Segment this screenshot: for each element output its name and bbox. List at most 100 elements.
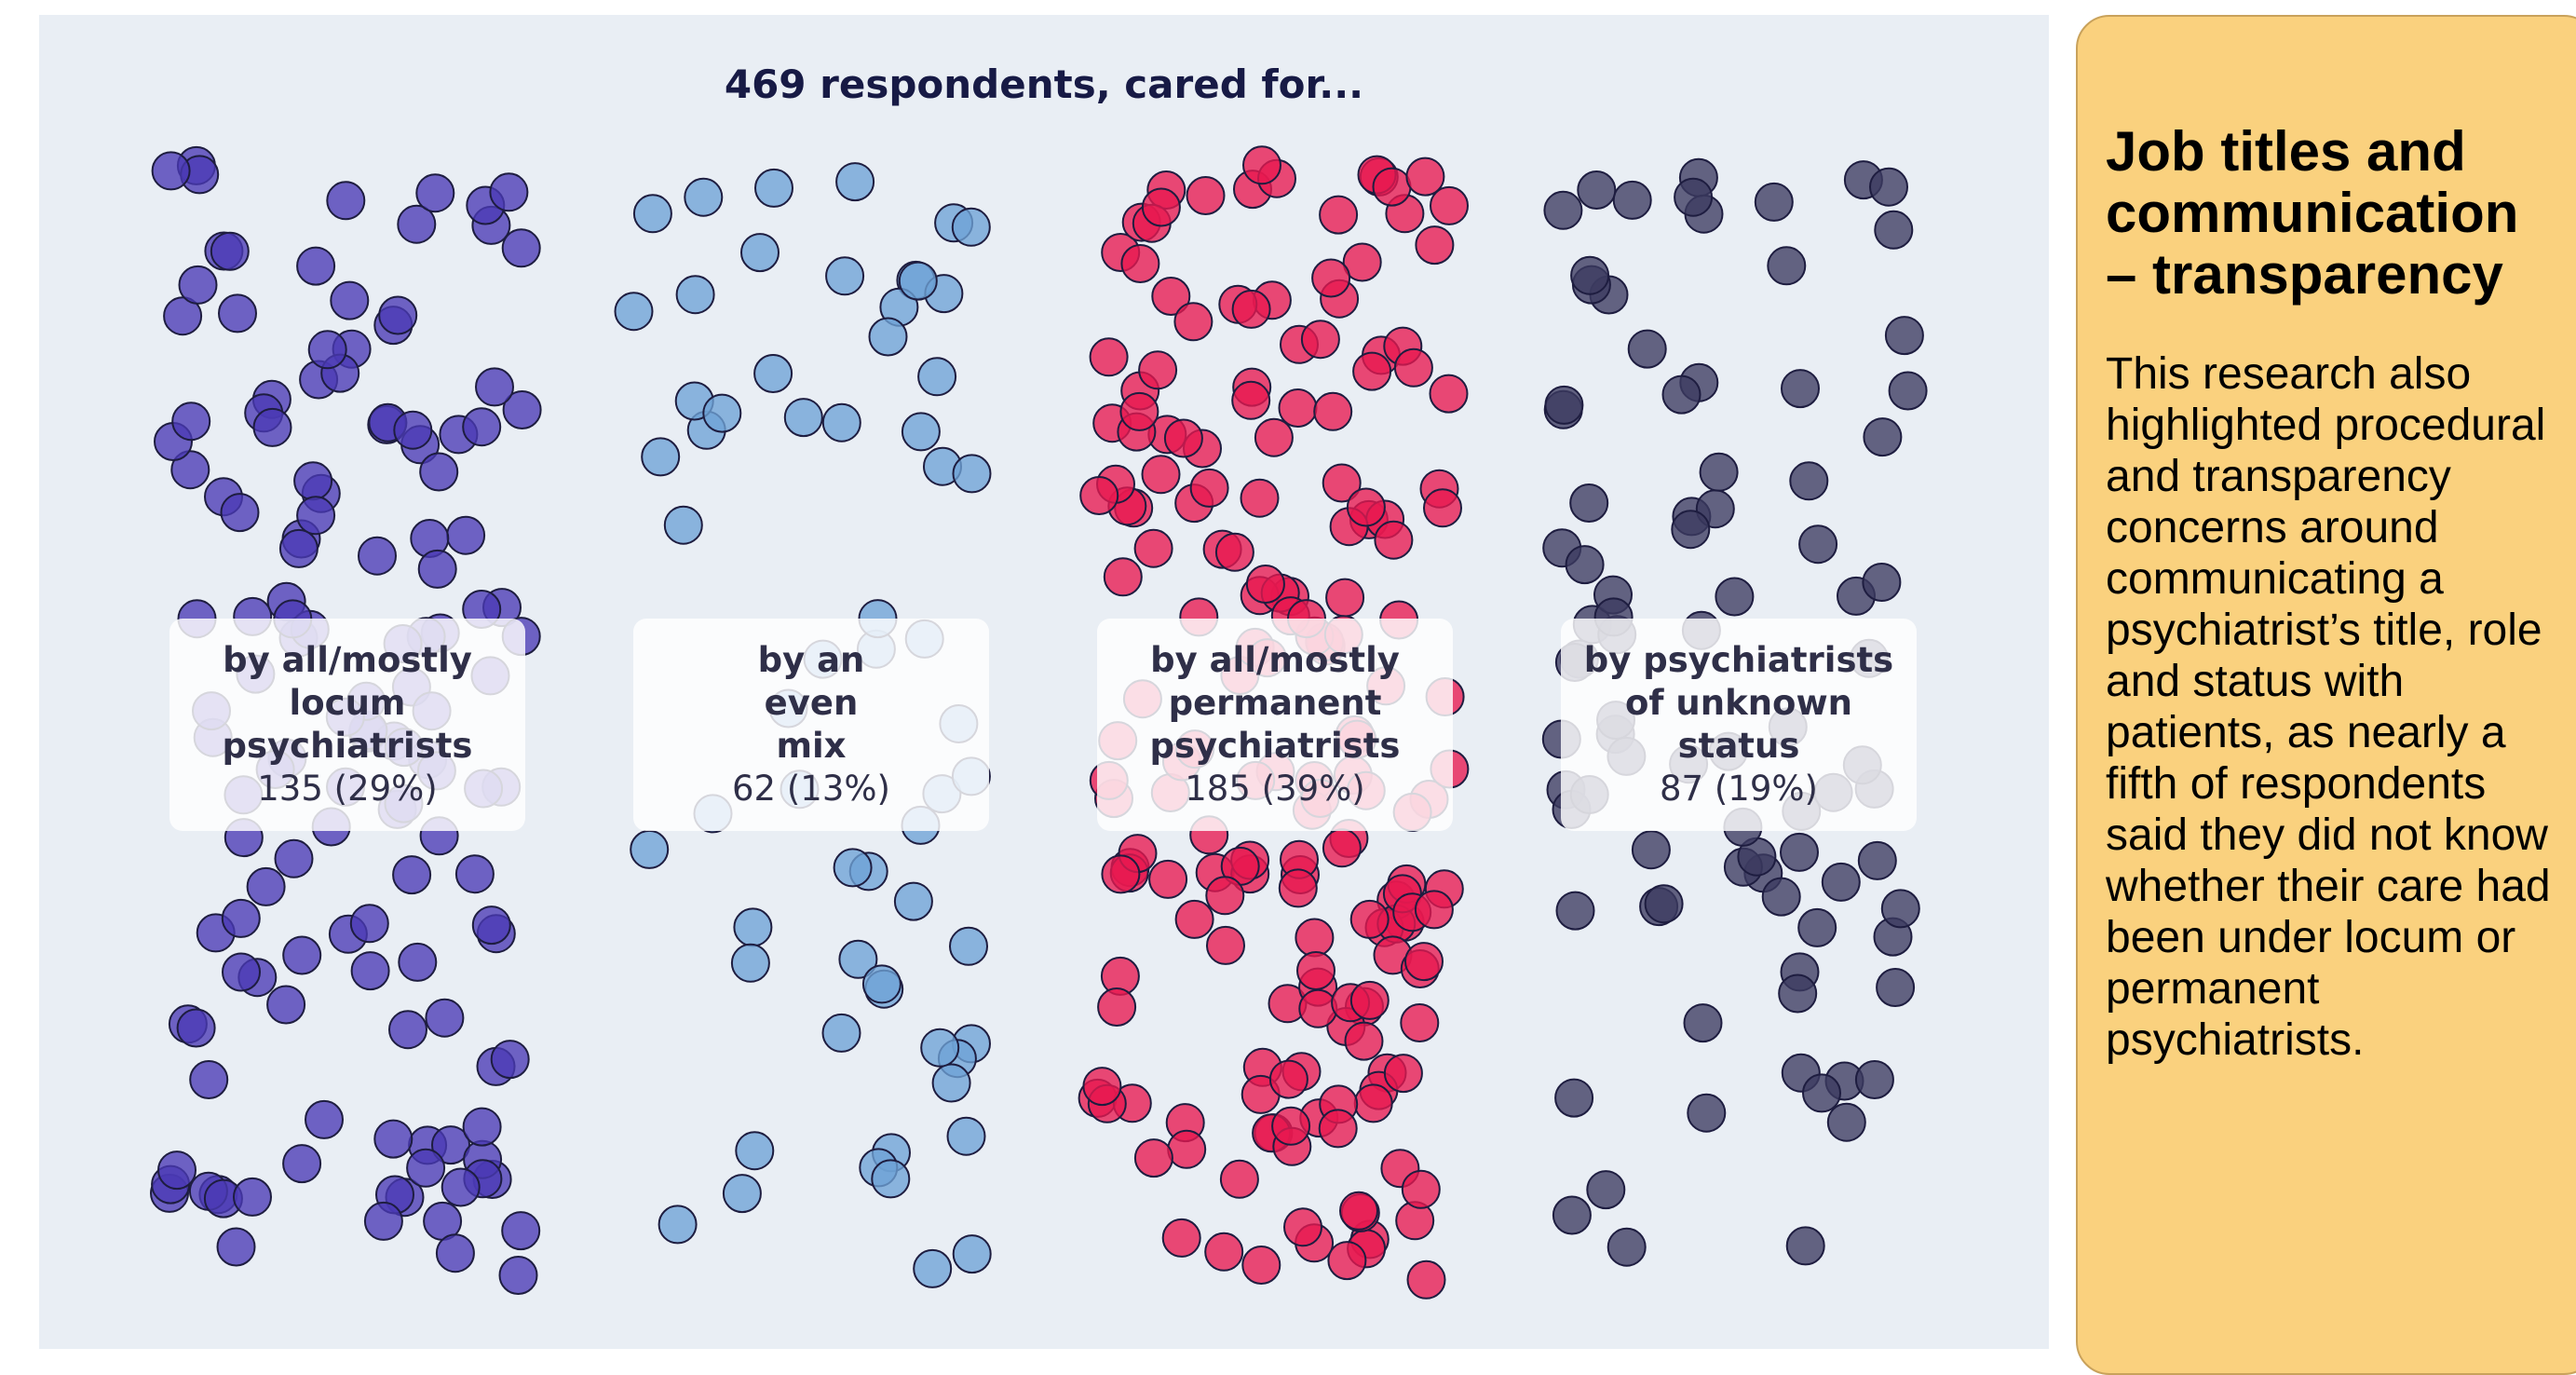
respondent-dot <box>220 493 260 533</box>
respondent-dot <box>1141 455 1181 495</box>
respondent-dot <box>861 964 902 1004</box>
respondent-dot <box>821 1013 861 1053</box>
respondent-dot <box>1372 167 1412 207</box>
respondent-dot <box>218 293 257 334</box>
respondent-dot <box>1429 374 1469 414</box>
respondent-dot <box>282 935 322 975</box>
respondent-dot <box>1683 1003 1723 1043</box>
respondent-dot <box>189 1060 229 1099</box>
info-panel-body: This research also highlighted procedura… <box>2106 349 2551 1065</box>
respondent-dot <box>1322 463 1362 503</box>
respondent-dot <box>1133 528 1173 568</box>
respondent-dot <box>1283 1207 1322 1247</box>
respondent-dot <box>1876 968 1916 1007</box>
respondent-dot <box>358 536 397 576</box>
respondent-dot <box>233 1177 272 1217</box>
respondent-dot <box>176 1008 216 1048</box>
respondent-dot <box>1352 351 1392 391</box>
respondent-dot <box>419 452 459 492</box>
respondent-dot <box>898 261 938 301</box>
respondent-dot <box>151 151 191 191</box>
respondent-dot <box>1097 987 1137 1027</box>
respondent-dot <box>393 410 433 450</box>
respondent-dot <box>1245 565 1285 604</box>
respondent-dot <box>349 904 389 944</box>
respondent-dot <box>163 296 203 336</box>
respondent-dot <box>1322 828 1362 868</box>
respondent-dot <box>1821 862 1861 902</box>
respondent-dot <box>1627 329 1667 369</box>
respondent-dot <box>1778 973 1818 1014</box>
respondent-dot <box>1295 918 1335 958</box>
respondent-dot <box>1120 244 1160 283</box>
respondent-dot <box>274 838 314 878</box>
respondent-dot <box>1383 1054 1423 1094</box>
respondent-dot <box>920 1028 960 1068</box>
respondent-dot <box>446 515 486 555</box>
respondent-dot <box>825 256 865 296</box>
info-panel-title: Job titles and communication – transpare… <box>2106 120 2519 306</box>
respondent-dot <box>931 1063 971 1103</box>
respondent-dot <box>1543 190 1583 230</box>
chart-title: 469 respondents, cared for... <box>724 61 1364 107</box>
respondent-dot <box>417 549 457 589</box>
respondent-dot <box>502 390 542 429</box>
respondent-dot <box>1173 302 1213 342</box>
respondent-dot <box>490 1040 530 1080</box>
info-panel: Job titles and communication – transpare… <box>2076 15 2576 1375</box>
respondent-dot <box>1565 545 1605 585</box>
respondent-dot <box>835 162 875 202</box>
respondent-dot <box>1687 1093 1727 1133</box>
respondent-dot <box>1141 187 1181 227</box>
respondent-dot <box>1570 255 1610 295</box>
respondent-dot <box>305 1099 344 1139</box>
respondent-dot <box>1174 899 1214 939</box>
respondent-dot <box>1186 176 1226 215</box>
respondent-dot <box>1414 890 1454 930</box>
respondent-dot <box>838 939 878 979</box>
respondent-dot <box>1339 1191 1378 1231</box>
respondent-dot <box>1278 388 1318 428</box>
respondent-dot <box>425 998 465 1038</box>
respondent-dot <box>754 168 793 208</box>
respondent-dot <box>1327 1241 1367 1281</box>
respondent-dot <box>471 905 511 946</box>
respondent-dot <box>1318 1109 1358 1149</box>
respondent-dot <box>868 317 908 357</box>
respondent-dot <box>1671 510 1711 550</box>
respondent-dot <box>1079 476 1119 515</box>
respondent-dot <box>1349 899 1390 939</box>
respondent-dot <box>1296 951 1335 990</box>
respondent-dot <box>1555 891 1595 931</box>
respondent-dot <box>753 354 793 393</box>
respondent-dot <box>441 1167 481 1207</box>
group-label-unknown: by psychiatrists of unknown status 87 (1… <box>1561 619 1917 831</box>
respondent-dot <box>1569 483 1609 523</box>
respondent-dot <box>833 848 873 888</box>
respondent-dot <box>1231 289 1271 329</box>
respondent-dot <box>730 943 770 983</box>
respondent-dot <box>783 398 823 438</box>
respondent-dot <box>216 1227 256 1267</box>
respondent-dot <box>392 855 432 895</box>
respondent-dot <box>1767 246 1807 286</box>
respondent-dot <box>1826 1102 1866 1142</box>
respondent-dot <box>350 951 390 991</box>
respondent-dot <box>1319 195 1359 235</box>
respondent-dot <box>210 231 250 271</box>
respondent-dot <box>733 907 773 947</box>
respondent-dot <box>1268 1059 1308 1099</box>
group-label-text: by all/mostly permanent psychiatrists <box>1149 640 1401 766</box>
respondent-dot <box>946 1116 986 1156</box>
respondent-dot <box>1349 980 1390 1020</box>
respondent-dot <box>735 1131 775 1171</box>
respondent-dot <box>1254 417 1294 457</box>
respondent-dot <box>1311 258 1351 298</box>
respondent-dot <box>1119 391 1159 431</box>
respondent-dot <box>1880 889 1920 929</box>
group-label-locum: by all/mostly locum psychiatrists 135 (2… <box>169 619 525 831</box>
respondent-dot <box>1204 1232 1244 1272</box>
respondent-dot <box>893 881 933 921</box>
group-label-text: by psychiatrists of unknown status <box>1583 640 1894 766</box>
respondent-dot <box>1400 1003 1440 1042</box>
